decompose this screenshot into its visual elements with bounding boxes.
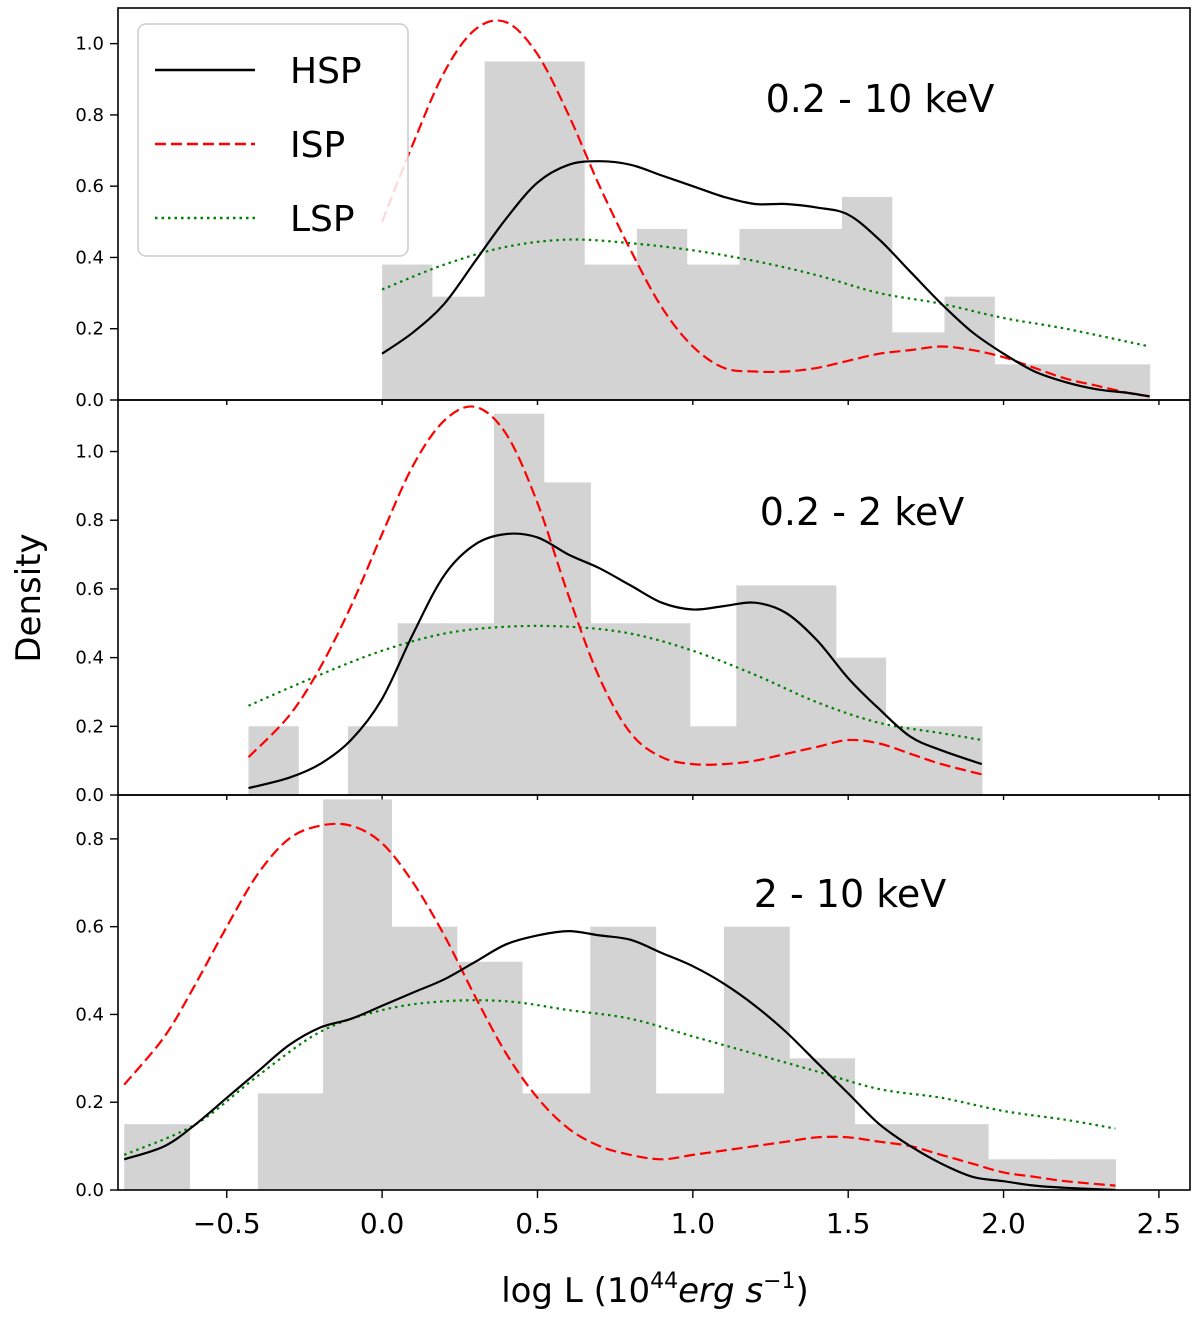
series-line-hsp xyxy=(248,532,983,790)
legend-label-hsp: HSP xyxy=(290,51,362,92)
y-tick-label: 0.2 xyxy=(75,716,104,737)
histogram-bar xyxy=(456,961,523,1190)
x-axis-label-exponent: 44 xyxy=(650,1269,678,1294)
series-line-isp xyxy=(123,822,1116,1187)
y-axis-label: Density xyxy=(9,533,49,662)
histogram-bar xyxy=(922,1124,989,1190)
histogram-bar xyxy=(723,926,790,1190)
histogram-bar xyxy=(323,799,393,1190)
kde-curves xyxy=(247,405,983,790)
x-tick-label: 0.5 xyxy=(515,1207,560,1240)
y-tick-label: 0.2 xyxy=(75,319,104,340)
y-tick-label: 0.4 xyxy=(75,247,104,268)
x-axis-label-unit: erg s xyxy=(678,1271,763,1311)
histogram-bar xyxy=(944,296,995,400)
x-tick-label: 1.5 xyxy=(826,1207,871,1240)
histogram-bar xyxy=(786,585,837,795)
panels: 0.00.20.40.60.81.00.2 - 10 keV0.00.20.40… xyxy=(75,7,1191,1201)
y-tick-label: 0.0 xyxy=(75,785,104,806)
histogram-bar xyxy=(347,726,399,795)
histogram-bar xyxy=(590,926,657,1190)
x-tick-label: 2.0 xyxy=(981,1207,1026,1240)
histogram-bar xyxy=(1047,364,1098,400)
histogram-bar xyxy=(248,726,299,795)
x-tick-label: 2.5 xyxy=(1137,1207,1182,1240)
series-line-lsp xyxy=(381,238,1150,348)
y-tick-label: 1.0 xyxy=(75,34,104,55)
histogram-bar xyxy=(444,623,495,795)
histogram-bar xyxy=(584,264,638,400)
y-tick-label: 0.4 xyxy=(75,1004,104,1025)
x-tick-label: 1.0 xyxy=(671,1207,716,1240)
panel-annotation: 2 - 10 keV xyxy=(754,872,947,916)
x-axis: −0.5 0.0 0.5 1.0 1.5 2.0 2.5 xyxy=(193,1207,1181,1240)
legend: HSP ISP LSP xyxy=(137,23,409,257)
kde-curves xyxy=(123,822,1116,1190)
panel-annotation: 0.2 - 10 keV xyxy=(766,77,995,121)
histogram-bar xyxy=(493,413,545,795)
histogram-bar xyxy=(521,1093,591,1190)
histogram-bar xyxy=(891,332,946,400)
series-line-hsp xyxy=(381,160,1150,398)
x-axis-label-prefix: log L (10 xyxy=(501,1271,650,1311)
y-tick-label: 0.8 xyxy=(75,829,104,850)
legend-label-lsp: LSP xyxy=(290,199,355,240)
histogram xyxy=(124,799,1117,1190)
histogram-bar xyxy=(854,1124,924,1190)
series-line-isp xyxy=(381,19,1150,398)
histogram-bar xyxy=(885,726,933,795)
histogram-bar xyxy=(739,228,790,400)
kde-curves xyxy=(381,19,1150,398)
panel-2: 0.0 0.2 0.4 0.6 0.8 1.0 0.2 - 2 keV xyxy=(75,399,1191,806)
histogram-bar xyxy=(431,296,486,400)
histogram-bar xyxy=(484,61,535,400)
y-tick-label: 1.0 xyxy=(75,442,104,463)
panel-1: 0.0 0.2 0.4 0.6 0.8 1.0 0.2 - 10 keV xyxy=(75,7,1191,411)
histogram-bar xyxy=(534,61,585,400)
x-axis-label-suffix: ) xyxy=(796,1271,809,1311)
histogram-bar xyxy=(655,1093,725,1190)
legend-label-isp: ISP xyxy=(290,125,345,166)
histogram-bar xyxy=(789,228,843,400)
panel-annotation: 0.2 - 2 keV xyxy=(760,490,965,534)
histogram-bar xyxy=(835,657,887,795)
histogram-bar xyxy=(841,196,893,400)
histogram-bar xyxy=(789,1058,856,1190)
x-axis-label: log L (1044erg s−1) xyxy=(501,1269,809,1311)
y-tick-label: 0.0 xyxy=(75,390,104,411)
histogram-bar xyxy=(590,623,641,795)
y-tick-label: 0.6 xyxy=(75,579,104,600)
histogram-bar xyxy=(636,228,688,400)
panel-3: 0.0 0.2 0.4 0.6 0.8 2 - 10 keV xyxy=(75,794,1191,1201)
y-tick-label: 0.2 xyxy=(75,1092,104,1113)
y-tick-label: 0.4 xyxy=(75,648,104,669)
histogram-bar xyxy=(689,726,737,795)
series-line-hsp xyxy=(123,930,1116,1190)
histogram-bar xyxy=(640,623,691,795)
y-tick-label: 0.8 xyxy=(75,105,104,126)
y-tick-label: 0.6 xyxy=(75,917,104,938)
legend-box xyxy=(137,23,409,257)
histogram-bar xyxy=(382,264,433,400)
y-tick-label: 0.8 xyxy=(75,510,104,531)
histogram-bar xyxy=(257,1093,324,1190)
histogram xyxy=(248,413,983,795)
histogram-bar xyxy=(686,264,741,400)
x-tick-label: −0.5 xyxy=(193,1207,261,1240)
series-line-lsp xyxy=(123,999,1116,1156)
histogram-bar xyxy=(736,585,787,795)
x-tick-label: 0.0 xyxy=(360,1207,405,1240)
y-tick-label: 0.0 xyxy=(75,1180,104,1201)
series-line-lsp xyxy=(248,624,982,742)
x-axis-label-unit-exponent: −1 xyxy=(763,1269,795,1294)
histogram-bar xyxy=(391,926,458,1190)
y-tick-label: 0.6 xyxy=(75,176,104,197)
series-line-isp xyxy=(247,405,983,776)
histogram-bar xyxy=(1053,1159,1117,1190)
panel-frame xyxy=(117,794,1191,1191)
